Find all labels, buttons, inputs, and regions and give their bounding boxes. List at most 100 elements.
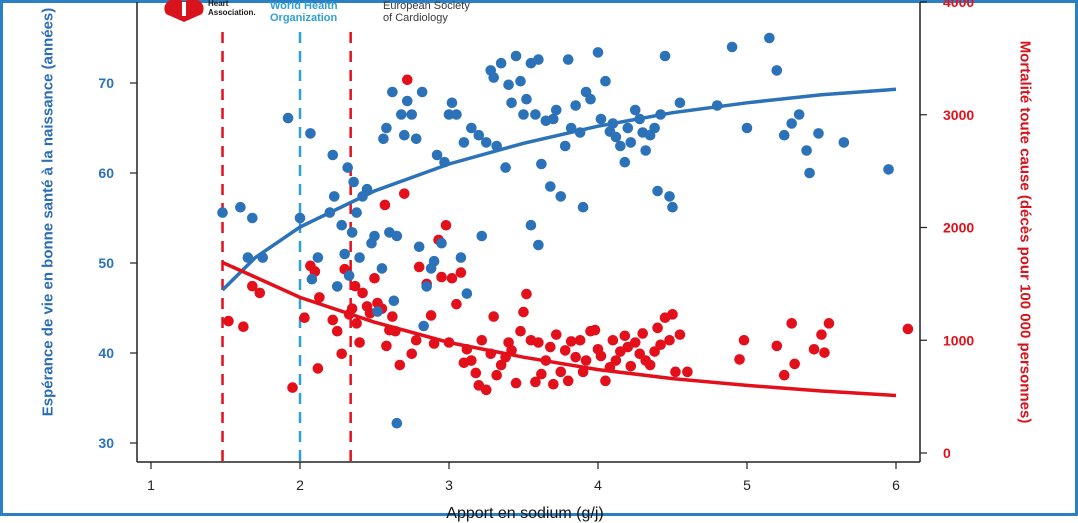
- life-expectancy-point: [376, 263, 388, 274]
- y-left-tick-label: 60: [98, 165, 114, 181]
- mortality-point: [644, 359, 656, 371]
- life-expectancy-point: [562, 54, 574, 65]
- life-expectancy-point: [518, 109, 529, 120]
- life-expectancy-point: [515, 75, 526, 87]
- mortality-point: [299, 312, 310, 324]
- mortality-point: [369, 272, 380, 284]
- life-expectancy-point: [406, 109, 418, 120]
- mortality-point: [619, 330, 631, 342]
- mortality-point: [440, 219, 452, 231]
- mortality-point: [734, 354, 745, 365]
- life-expectancy-point: [565, 122, 577, 134]
- who-logo-text: World Health Organization: [270, 0, 338, 25]
- y-left-tick-label: 70: [98, 75, 114, 91]
- mortality-point: [562, 375, 574, 387]
- life-expectancy-point: [548, 113, 559, 125]
- mortality-point: [466, 355, 477, 366]
- mortality-point: [823, 318, 835, 329]
- life-expectancy-point: [555, 191, 567, 202]
- life-expectancy-point: [431, 149, 443, 161]
- x-tick-label: 5: [743, 477, 751, 493]
- y-left-tick-label: 40: [98, 345, 114, 361]
- life-expectancy-point: [559, 140, 571, 152]
- mortality-point: [789, 358, 800, 370]
- mortality-point: [600, 375, 611, 387]
- life-expectancy-point: [525, 219, 537, 231]
- mortality-point: [580, 355, 592, 366]
- mortality-point: [238, 321, 249, 333]
- mortality-point: [443, 337, 455, 348]
- mortality-point: [381, 340, 392, 352]
- mortality-point: [357, 287, 368, 299]
- life-expectancy-point: [421, 281, 432, 292]
- life-expectancy-point: [466, 122, 477, 134]
- axes: 1 2 3 4 5 6 30 40 50 60 70 0 1000 2000 3000 4000: [98, 0, 974, 493]
- life-expectancy-points: [217, 32, 894, 429]
- life-expectancy-point: [282, 112, 294, 124]
- life-expectancy-point: [550, 104, 562, 116]
- mortality-point: [470, 367, 482, 379]
- life-expectancy-point: [883, 164, 894, 175]
- life-expectancy-point: [778, 129, 790, 141]
- life-expectancy-point: [491, 140, 502, 152]
- life-expectancy-point: [615, 140, 626, 152]
- life-expectancy-point: [655, 109, 666, 120]
- life-expectancy-point: [361, 183, 373, 195]
- mortality-point: [349, 280, 361, 292]
- life-expectancy-point: [503, 79, 514, 91]
- y-right-tick-label: 3000: [943, 107, 974, 123]
- life-expectancy-point: [327, 149, 339, 161]
- life-expectancy-point: [343, 270, 355, 281]
- mortality-point: [351, 318, 362, 329]
- life-expectancy-point: [500, 162, 511, 173]
- life-expectancy-point: [801, 145, 812, 156]
- life-expectancy-point: [324, 207, 336, 218]
- mortality-point: [530, 376, 541, 388]
- x-axis-title: Apport en sodium (g/j): [446, 505, 604, 522]
- mortality-points: [223, 74, 914, 396]
- mortality-point: [778, 369, 790, 381]
- life-expectancy-point: [577, 201, 589, 213]
- mortality-point: [488, 311, 500, 322]
- life-expectancy-point: [428, 255, 440, 267]
- x-tick-label: 3: [445, 477, 453, 493]
- mortality-point: [667, 309, 678, 320]
- life-expectancy-point: [659, 50, 671, 62]
- mortality-point: [816, 329, 827, 340]
- mortality-point: [314, 292, 325, 303]
- life-expectancy-point: [600, 75, 611, 87]
- mortality-point: [495, 359, 507, 371]
- life-expectancy-point: [640, 145, 651, 156]
- x-tick-label: 1: [147, 477, 155, 493]
- life-expectancy-point: [413, 241, 425, 253]
- mortality-point: [394, 359, 406, 371]
- mortality-point: [655, 339, 666, 351]
- life-expectancy-point: [536, 158, 547, 170]
- life-expectancy-point: [652, 185, 663, 197]
- life-expectancy-point: [388, 295, 400, 307]
- mortality-point: [786, 318, 797, 329]
- mortality-point: [533, 337, 544, 348]
- mortality-point: [455, 267, 467, 278]
- mortality-point: [629, 337, 641, 348]
- mortality-point: [451, 298, 462, 310]
- mortality-point: [550, 329, 562, 340]
- life-expectancy-point: [369, 230, 380, 242]
- life-expectancy-point: [574, 127, 586, 138]
- mortality-point: [607, 334, 619, 346]
- mortality-point: [545, 341, 556, 353]
- mortality-point: [664, 334, 675, 346]
- mortality-point: [682, 366, 693, 378]
- life-expectancy-point: [764, 32, 775, 44]
- y-right-tick-label: 0: [943, 445, 951, 461]
- life-expectancy-point: [610, 131, 622, 143]
- life-expectancy-point: [726, 41, 738, 53]
- life-expectancy-point: [473, 129, 485, 141]
- life-expectancy-point: [336, 219, 348, 231]
- life-expectancy-point: [247, 212, 258, 224]
- life-expectancy-point: [439, 156, 450, 168]
- mortality-point: [476, 334, 488, 346]
- life-expectancy-point: [585, 93, 596, 105]
